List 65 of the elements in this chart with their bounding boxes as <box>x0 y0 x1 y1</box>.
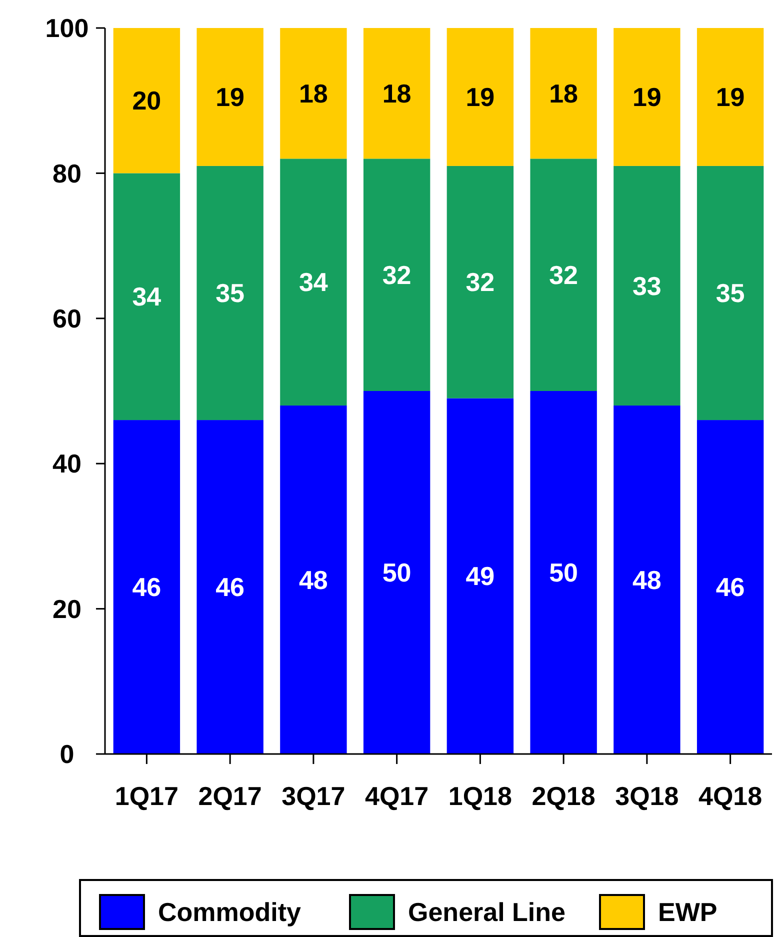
data-label: 46 <box>716 572 745 602</box>
y-tick-label: 20 <box>52 594 82 624</box>
data-label: 18 <box>382 78 412 108</box>
bar <box>113 28 180 174</box>
bar <box>280 28 347 159</box>
bar <box>614 28 680 166</box>
bar <box>363 158 430 391</box>
y-tick-label: 40 <box>52 448 82 479</box>
bar <box>363 28 430 159</box>
bar <box>530 158 597 391</box>
x-tick-label: 3Q17 <box>282 781 346 811</box>
x-tick-label: 4Q18 <box>698 781 762 811</box>
bar <box>280 406 347 754</box>
data-label: 18 <box>298 78 328 108</box>
data-label: 33 <box>632 270 662 301</box>
x-tick-label: 1Q18 <box>448 781 512 811</box>
y-tick-label: 60 <box>52 304 82 334</box>
legend-label: EWP <box>658 897 718 928</box>
data-label: 50 <box>382 558 412 588</box>
legend-label: General Line <box>408 897 566 928</box>
data-label: 46 <box>216 572 245 602</box>
bar <box>530 391 597 754</box>
y-tick-label: 80 <box>52 158 82 188</box>
bar <box>446 398 514 754</box>
legend-label: Commodity <box>158 897 302 928</box>
x-tick-label: 3Q18 <box>615 781 679 811</box>
data-label: 48 <box>298 564 328 595</box>
data-label: 19 <box>632 82 662 112</box>
bar <box>196 166 264 420</box>
bar <box>614 166 680 406</box>
y-tick-label: 0 <box>60 739 74 770</box>
y-tick-label: 100 <box>45 13 89 44</box>
bar <box>446 166 514 398</box>
data-label: 34 <box>132 282 162 312</box>
bar <box>530 28 597 159</box>
data-label: 19 <box>716 82 745 112</box>
data-label: 20 <box>132 86 162 116</box>
bar <box>113 420 180 754</box>
data-label: 18 <box>549 78 578 108</box>
data-label: 32 <box>382 260 412 290</box>
bar <box>113 173 180 420</box>
data-label: 19 <box>466 82 495 112</box>
data-label: 32 <box>549 260 578 290</box>
data-label: 46 <box>132 572 162 602</box>
bar <box>446 28 514 166</box>
data-label: 35 <box>216 278 245 308</box>
data-label: 48 <box>632 564 662 595</box>
data-label: 32 <box>466 267 495 298</box>
bar <box>196 28 264 166</box>
data-label: 34 <box>298 267 328 298</box>
data-label: 50 <box>549 558 578 588</box>
bar <box>696 420 764 754</box>
bar <box>363 391 430 754</box>
bar <box>614 406 680 754</box>
bar <box>196 420 264 754</box>
x-tick-label: 2Q18 <box>532 781 596 811</box>
bar <box>696 28 764 166</box>
x-tick-label: 2Q17 <box>198 781 262 811</box>
bar <box>696 166 764 420</box>
x-tick-label: 4Q17 <box>365 781 429 811</box>
x-tick-label: 1Q17 <box>114 781 178 811</box>
data-label: 35 <box>716 278 745 308</box>
bar <box>280 158 347 406</box>
data-label: 19 <box>216 82 245 112</box>
data-label: 49 <box>466 561 495 592</box>
